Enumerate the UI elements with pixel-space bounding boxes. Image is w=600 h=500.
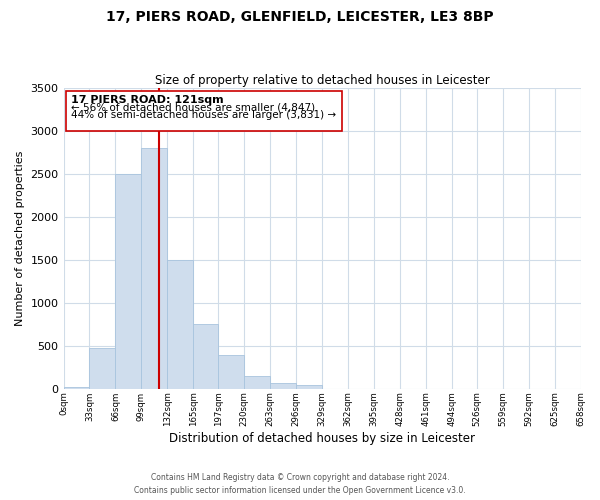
- Text: 44% of semi-detached houses are larger (3,831) →: 44% of semi-detached houses are larger (…: [71, 110, 337, 120]
- Bar: [142, 148, 167, 389]
- Bar: [115, 174, 142, 389]
- Bar: [218, 356, 244, 389]
- Bar: [167, 260, 193, 389]
- Text: ← 56% of detached houses are smaller (4,847): ← 56% of detached houses are smaller (4,…: [71, 103, 316, 113]
- Text: 17 PIERS ROAD: 121sqm: 17 PIERS ROAD: 121sqm: [71, 96, 224, 106]
- Bar: [89, 348, 115, 389]
- Y-axis label: Number of detached properties: Number of detached properties: [15, 151, 25, 326]
- Bar: [296, 386, 322, 389]
- Bar: [193, 324, 218, 389]
- Text: 17, PIERS ROAD, GLENFIELD, LEICESTER, LE3 8BP: 17, PIERS ROAD, GLENFIELD, LEICESTER, LE…: [106, 10, 494, 24]
- Bar: [64, 387, 89, 389]
- Title: Size of property relative to detached houses in Leicester: Size of property relative to detached ho…: [155, 74, 490, 87]
- Bar: [270, 383, 296, 389]
- Text: Contains HM Land Registry data © Crown copyright and database right 2024.
Contai: Contains HM Land Registry data © Crown c…: [134, 473, 466, 495]
- FancyBboxPatch shape: [66, 90, 343, 131]
- X-axis label: Distribution of detached houses by size in Leicester: Distribution of detached houses by size …: [169, 432, 475, 445]
- Bar: [244, 376, 270, 389]
